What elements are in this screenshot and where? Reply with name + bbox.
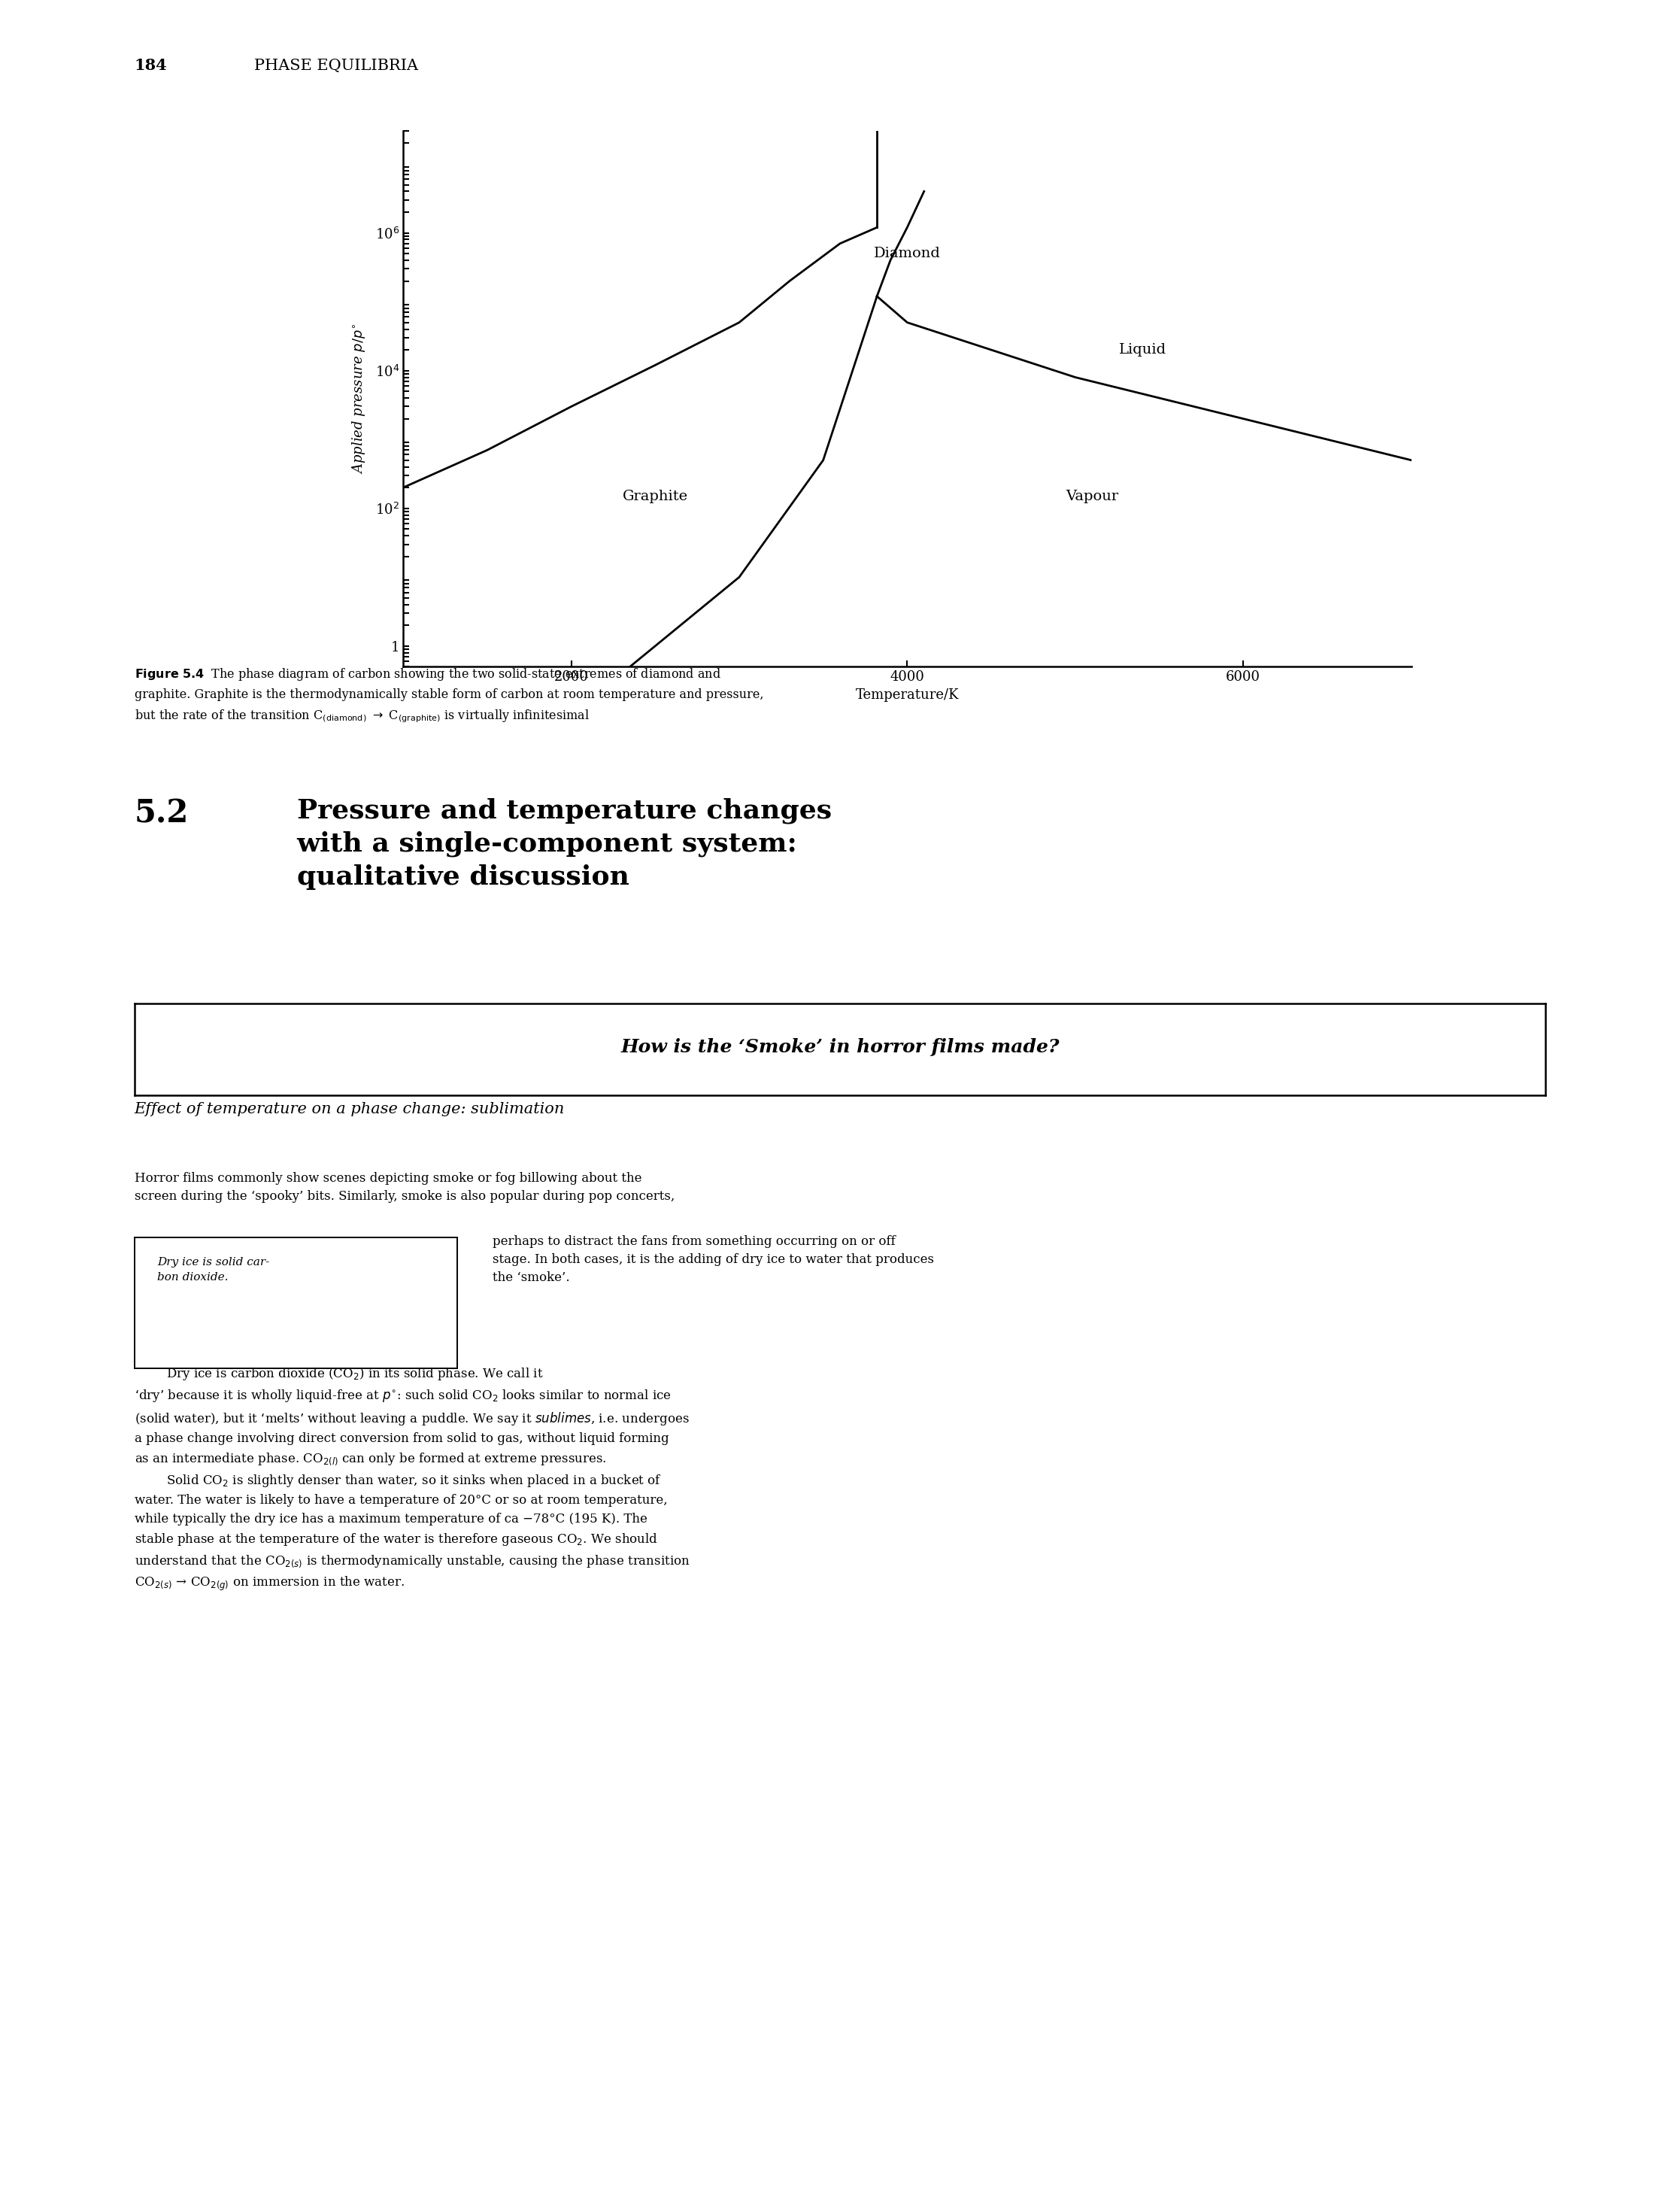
Y-axis label: Applied pressure $p/p^{\circ}$: Applied pressure $p/p^{\circ}$: [351, 324, 366, 474]
Text: PHASE EQUILIBRIA: PHASE EQUILIBRIA: [254, 59, 418, 72]
Text: Pressure and temperature changes
with a single-component system:
qualitative dis: Pressure and temperature changes with a …: [297, 798, 832, 890]
Text: How is the ‘Smoke’ in horror films made?: How is the ‘Smoke’ in horror films made?: [620, 1038, 1060, 1056]
Text: Graphite: Graphite: [623, 490, 687, 503]
Text: 184: 184: [134, 59, 168, 72]
Text: Liquid: Liquid: [1119, 343, 1166, 356]
Text: Vapour: Vapour: [1065, 490, 1119, 503]
X-axis label: Temperature/K: Temperature/K: [855, 689, 959, 702]
Text: Horror films commonly show scenes depicting smoke or fog billowing about the
scr: Horror films commonly show scenes depict…: [134, 1172, 675, 1202]
Text: 5.2: 5.2: [134, 798, 188, 828]
Text: Effect of temperature on a phase change: sublimation: Effect of temperature on a phase change:…: [134, 1102, 564, 1117]
Text: perhaps to distract the fans from something occurring on or off
stage. In both c: perhaps to distract the fans from someth…: [492, 1235, 934, 1283]
Text: $\mathbf{Figure\ 5.4}$  The phase diagram of carbon showing the two solid-state : $\mathbf{Figure\ 5.4}$ The phase diagram…: [134, 667, 763, 724]
Text: Dry ice is carbon dioxide (CO$_2$) in its solid phase. We call it
‘dry’ because : Dry ice is carbon dioxide (CO$_2$) in it…: [134, 1366, 690, 1594]
Text: Dry ice is solid car-
bon dioxide.: Dry ice is solid car- bon dioxide.: [156, 1257, 269, 1283]
Text: Diamond: Diamond: [874, 247, 941, 260]
